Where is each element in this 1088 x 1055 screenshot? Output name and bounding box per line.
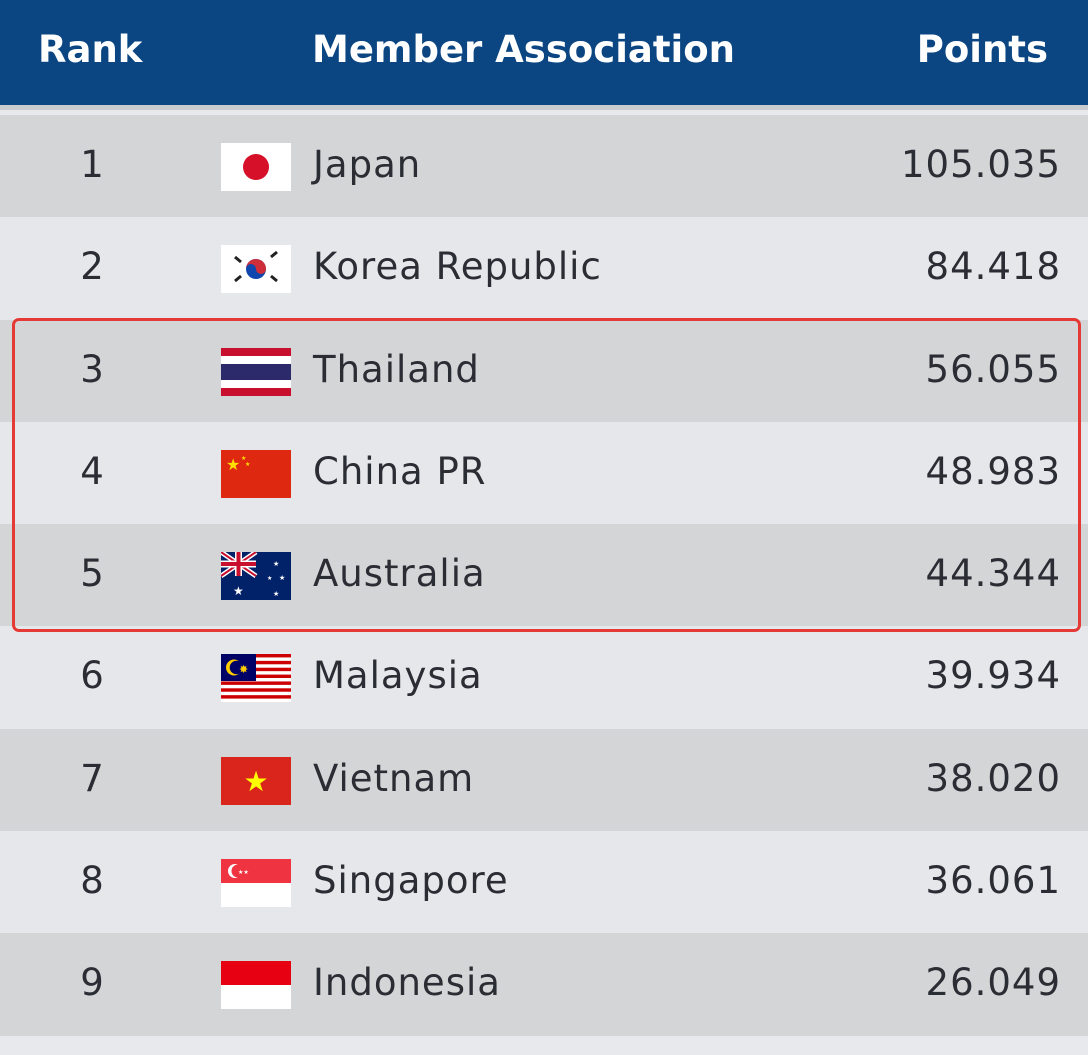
points-cell: 26.049 (925, 961, 1061, 1005)
points-cell: 84.418 (925, 245, 1061, 289)
association-name[interactable]: Thailand (313, 347, 480, 391)
table-row: 3 Thailand 56.055 (0, 319, 1088, 422)
rank-column-header: Rank (38, 28, 143, 71)
table-row: 5 ★ ★ ★ ★ ★ Australia 44.344 (0, 524, 1088, 627)
points-cell: 44.344 (925, 552, 1061, 596)
association-name[interactable]: Korea Republic (313, 245, 602, 289)
rank-cell: 8 (80, 859, 104, 903)
rank-cell: 9 (80, 961, 104, 1005)
svg-text:★: ★ (273, 560, 279, 568)
svg-text:✸: ✸ (239, 663, 248, 676)
points-cell: 56.055 (925, 347, 1061, 391)
association-name[interactable]: Australia (313, 552, 486, 596)
table-header: Rank Member Association Points (0, 0, 1088, 110)
svg-text:★: ★ (226, 455, 240, 474)
australia-flag-icon: ★ ★ ★ ★ ★ (221, 552, 291, 601)
association-name[interactable]: Malaysia (313, 654, 483, 698)
ranking-table-body: 1 Japan 105.035 2 Korea Republic 84.418 3 Thail… (0, 115, 1088, 1036)
table-row: 9 Indonesia 26.049 (0, 933, 1088, 1036)
thailand-flag-icon (221, 347, 291, 396)
table-row: 4 ★ ★ ★ China PR 48.983 (0, 421, 1088, 525)
svg-text:★: ★ (273, 590, 279, 598)
points-cell: 48.983 (925, 449, 1061, 493)
rank-cell: 6 (80, 654, 104, 698)
japan-flag-icon (221, 143, 291, 191)
table-row: 7 ★ Vietnam 38.020 (0, 728, 1088, 832)
singapore-flag-icon: ★★ (221, 859, 291, 908)
points-cell: 39.934 (925, 654, 1061, 698)
rank-cell: 2 (80, 245, 104, 289)
table-row: 6 ✸ Malaysia 39.934 (0, 626, 1088, 729)
rank-cell: 3 (80, 347, 104, 391)
rank-cell: 7 (80, 756, 104, 800)
points-cell: 105.035 (900, 143, 1061, 186)
association-name[interactable]: China PR (313, 449, 487, 493)
association-name[interactable]: Indonesia (313, 961, 501, 1005)
svg-text:★: ★ (279, 574, 285, 582)
svg-text:★★: ★★ (238, 869, 249, 876)
svg-text:★: ★ (243, 765, 268, 798)
association-name[interactable]: Singapore (313, 859, 509, 903)
svg-text:★: ★ (267, 575, 272, 582)
association-name[interactable]: Japan (313, 143, 422, 186)
table-row: 8 ★★ Singapore 36.061 (0, 831, 1088, 934)
rank-cell: 4 (80, 449, 104, 493)
points-cell: 36.061 (925, 859, 1061, 903)
svg-text:★: ★ (245, 461, 250, 468)
china-flag-icon: ★ ★ ★ (221, 449, 291, 498)
rank-cell: 5 (80, 552, 104, 596)
vietnam-flag-icon: ★ (221, 756, 291, 805)
association-column-header: Member Association (312, 28, 735, 71)
points-column-header: Points (916, 28, 1048, 71)
rank-cell: 1 (80, 143, 104, 186)
svg-text:★: ★ (233, 584, 244, 598)
points-cell: 38.020 (925, 756, 1061, 800)
table-row: 1 Japan 105.035 (0, 115, 1088, 218)
svg-text:★: ★ (241, 455, 246, 462)
malaysia-flag-icon: ✸ (221, 654, 291, 703)
indonesia-flag-icon (221, 961, 291, 1010)
association-name[interactable]: Vietnam (313, 756, 475, 800)
table-row: 2 Korea Republic 84.418 (0, 217, 1088, 320)
korea-flag-icon (221, 245, 291, 294)
